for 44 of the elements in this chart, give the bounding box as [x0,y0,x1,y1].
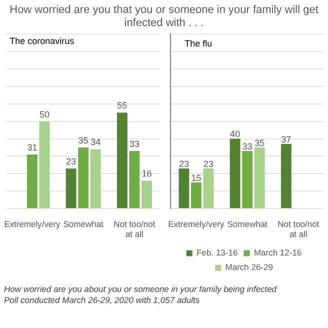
chart-title: How worried are you that you or someone in your family will get infected with . . . [8,3,320,31]
data-label: 50 [39,109,50,120]
data-label: 15 [191,172,202,183]
data-label: 16 [142,168,152,179]
bar [39,121,50,208]
chart-subtitle: The flu [184,38,212,48]
bar [141,180,152,208]
x-tick-label: Not too/not at all [278,219,320,240]
chart-subtitle: The coronavirus [10,36,75,46]
bar [78,147,89,208]
data-label: 34 [90,137,101,148]
data-label: 55 [117,100,128,111]
data-label: 23 [203,158,214,169]
bar [203,168,214,208]
x-tick-label: Extremely/very [168,219,226,230]
data-label: 35 [254,138,265,148]
data-label: 23 [66,156,76,166]
legend-label: March 26-29 [225,262,274,272]
data-label: 37 [281,134,292,144]
text: How worried are you about you or someone in your family being infected [4,284,278,295]
data-label: 23 [178,158,189,169]
bar [280,144,292,208]
x-tick-label: Extremely/very [4,219,62,230]
data-label: 40 [230,129,240,140]
bar [116,112,128,208]
legend-label: March 12-16 [254,248,302,258]
data-label: 33 [242,141,252,152]
bar [129,150,140,208]
data-label: 35 [78,135,88,146]
bar [242,150,253,208]
data-label: 31 [27,142,38,152]
x-tick-label: Somewhat [63,219,104,230]
legend-label: Feb. 13-16 [196,248,238,258]
bar [90,149,101,208]
bar [66,168,76,208]
data-label: 33 [129,138,140,149]
x-tick-label: Somewhat [227,219,268,230]
text: Poll conducted March 26-29, 2020 with 1,057 adults [4,295,201,306]
bar [191,182,202,208]
bar [254,147,265,208]
bar [230,138,240,208]
bar [27,154,38,208]
x-tick-label: Not too/not at all [114,219,156,240]
bar [178,168,190,208]
